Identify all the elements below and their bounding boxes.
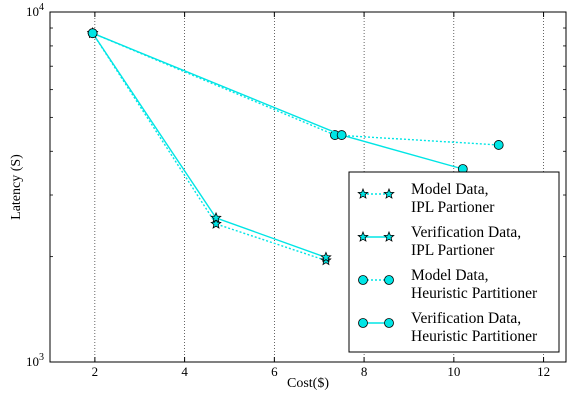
legend-box xyxy=(348,171,560,353)
y-tick-label: 103 xyxy=(26,352,44,369)
data-point xyxy=(493,140,504,150)
data-point xyxy=(210,217,222,229)
data-point xyxy=(210,211,222,223)
legend-marker xyxy=(358,318,368,328)
x-axis-ticks: 2 4 6 8 10 12 xyxy=(92,12,550,379)
series-layer xyxy=(86,27,504,266)
legend-marker xyxy=(383,187,395,199)
legend-label: Heuristic Partitioner xyxy=(411,328,538,345)
legend-marker xyxy=(357,187,369,199)
legend-label: Verification Data, xyxy=(411,224,521,241)
legend-marker xyxy=(358,275,368,285)
y-tick-exponent: 3 xyxy=(39,352,44,363)
series-2 xyxy=(86,27,332,263)
legend-marker xyxy=(384,318,394,328)
series-line xyxy=(92,32,327,262)
legend-label: IPL Partioner xyxy=(411,199,495,216)
legend-label: Model Data, xyxy=(411,181,488,198)
data-point xyxy=(336,130,347,140)
y-axis-title: Latency (S) xyxy=(9,154,24,220)
series-1 xyxy=(86,27,332,266)
legend-marker xyxy=(384,275,394,285)
series-line xyxy=(92,32,327,259)
series-line xyxy=(92,32,499,146)
x-tick-label: 12 xyxy=(537,364,550,379)
y-tick-exponent: 4 xyxy=(39,2,44,13)
x-tick-label: 6 xyxy=(271,364,278,379)
legend-label: IPL Partioner xyxy=(411,242,495,259)
x-tick-label: 8 xyxy=(361,364,368,379)
legend-entry: Model Data,Heuristic Partitioner xyxy=(358,267,538,302)
legend-label: Heuristic Partitioner xyxy=(411,285,538,302)
legend-label: Model Data, xyxy=(411,267,488,284)
series-line xyxy=(92,32,463,170)
y-tick-base: 10 xyxy=(26,354,39,369)
y-tick-base: 10 xyxy=(26,4,39,19)
y-tick-label: 104 xyxy=(26,2,44,19)
series-4 xyxy=(87,28,468,174)
x-tick-label: 2 xyxy=(92,364,99,379)
legend-entry: Verification Data,IPL Partioner xyxy=(357,224,521,259)
plot-frame xyxy=(49,11,567,363)
x-tick-label: 4 xyxy=(181,364,188,379)
legend-marker xyxy=(357,230,369,242)
x-tick-label: 10 xyxy=(447,364,460,379)
legend-entry: Verification Data,Heuristic Partitioner xyxy=(358,310,538,345)
data-point xyxy=(87,28,98,39)
x-axis-title: Cost($) xyxy=(287,376,329,391)
legend-label: Verification Data, xyxy=(411,310,521,327)
data-point xyxy=(320,251,332,263)
series-3 xyxy=(87,28,504,150)
legend-entry: Model Data,IPL Partioner xyxy=(357,181,495,216)
legend-marker xyxy=(383,230,395,242)
